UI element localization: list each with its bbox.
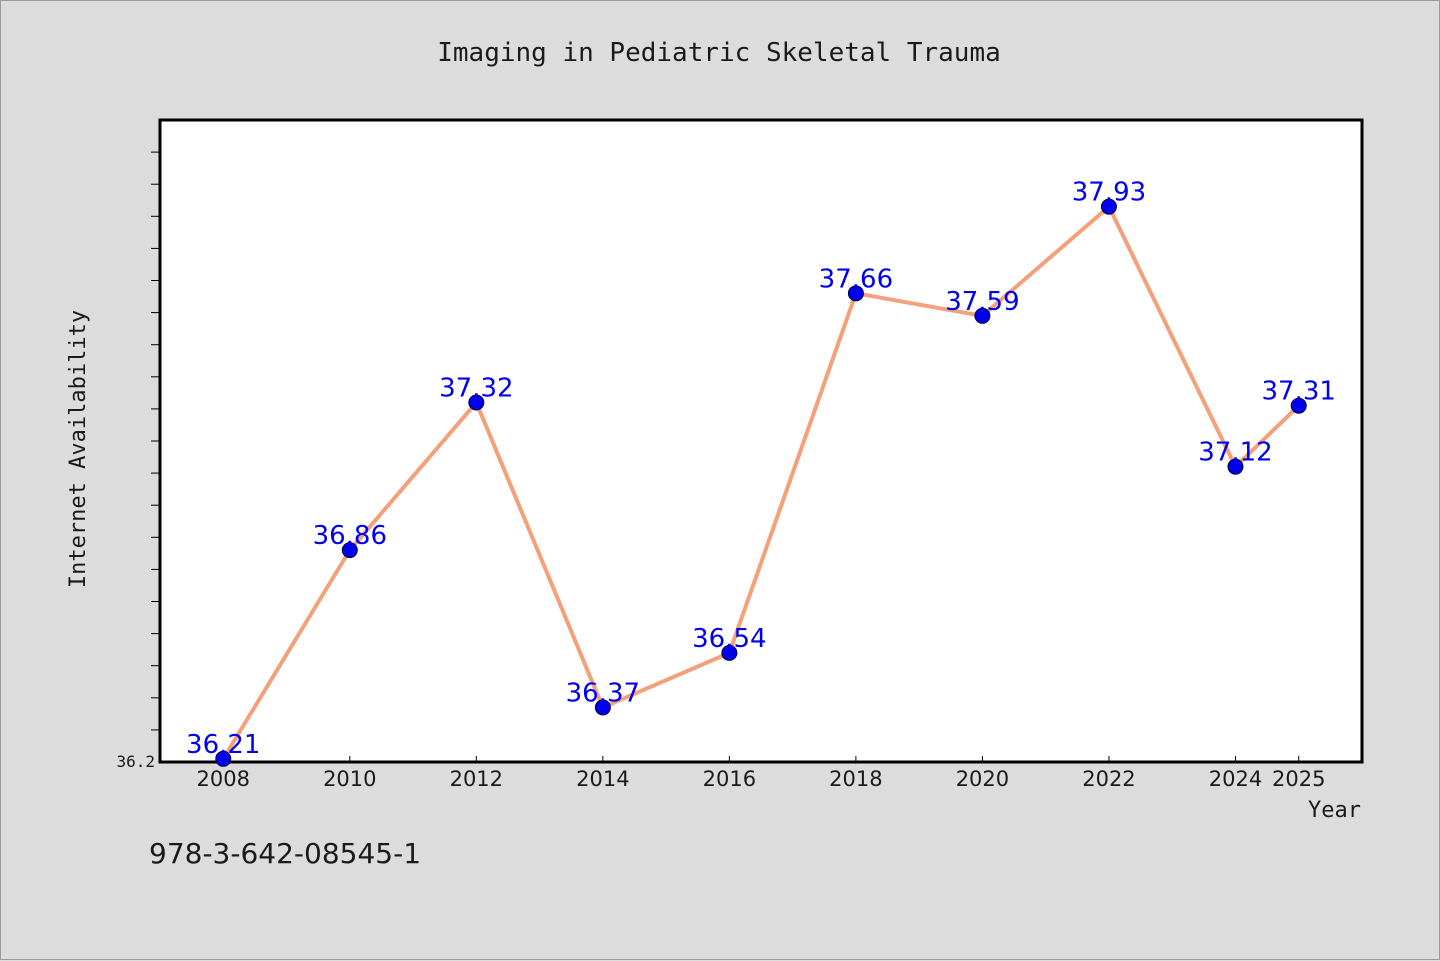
x-tick-label: 2025 — [1272, 767, 1325, 791]
data-label: 37.59 — [945, 287, 1019, 317]
data-label: 37.31 — [1262, 377, 1336, 407]
x-axis-label: Year — [1308, 798, 1361, 823]
data-label: 36.37 — [566, 678, 640, 708]
data-point — [721, 644, 738, 661]
data-point — [1227, 458, 1244, 475]
data-point — [468, 394, 485, 411]
data-point — [594, 699, 611, 716]
data-point — [215, 750, 232, 767]
data-label: 37.93 — [1072, 178, 1146, 208]
series-line — [221, 204, 1301, 760]
x-axis-ticks: 2008 2010 2012 2014 2016 2018 2020 2022 2024 2025 — [197, 756, 1325, 791]
chart-title: Imaging in Pediatric Skeletal Trauma — [437, 38, 1001, 68]
data-label: 37.12 — [1198, 438, 1272, 468]
data-point — [341, 542, 358, 559]
x-tick-label: 2024 — [1209, 767, 1262, 791]
data-label: 37.66 — [819, 264, 893, 294]
data-point — [1290, 397, 1307, 414]
x-tick-label: 2022 — [1082, 767, 1135, 791]
data-label: 36.21 — [186, 730, 260, 760]
data-label: 36.54 — [692, 624, 766, 654]
y-axis-label: Internet Availability — [66, 310, 91, 588]
x-tick-label: 2012 — [450, 767, 503, 791]
data-label: 37.32 — [439, 373, 513, 403]
footer-isbn-text: 978-3-642-08545-1 — [149, 837, 421, 870]
data-point — [847, 285, 864, 302]
x-tick-label: 2008 — [197, 767, 250, 791]
series-layer: 36.21 36.86 37.32 36.37 36.54 37.66 37.59 37.93… — [186, 178, 1336, 767]
data-point — [1100, 198, 1117, 215]
x-tick-label: 2014 — [576, 767, 629, 791]
y-tick-label-min: 36.2 — [116, 752, 155, 771]
data-label: 36.86 — [313, 521, 387, 551]
x-tick-label: 2020 — [956, 767, 1009, 791]
y-axis-ticks — [151, 151, 159, 731]
x-tick-label: 2010 — [323, 767, 376, 791]
x-tick-label: 2018 — [829, 767, 882, 791]
x-tick-label: 2016 — [703, 767, 756, 791]
data-point — [974, 307, 991, 324]
plot-area — [158, 118, 1364, 764]
